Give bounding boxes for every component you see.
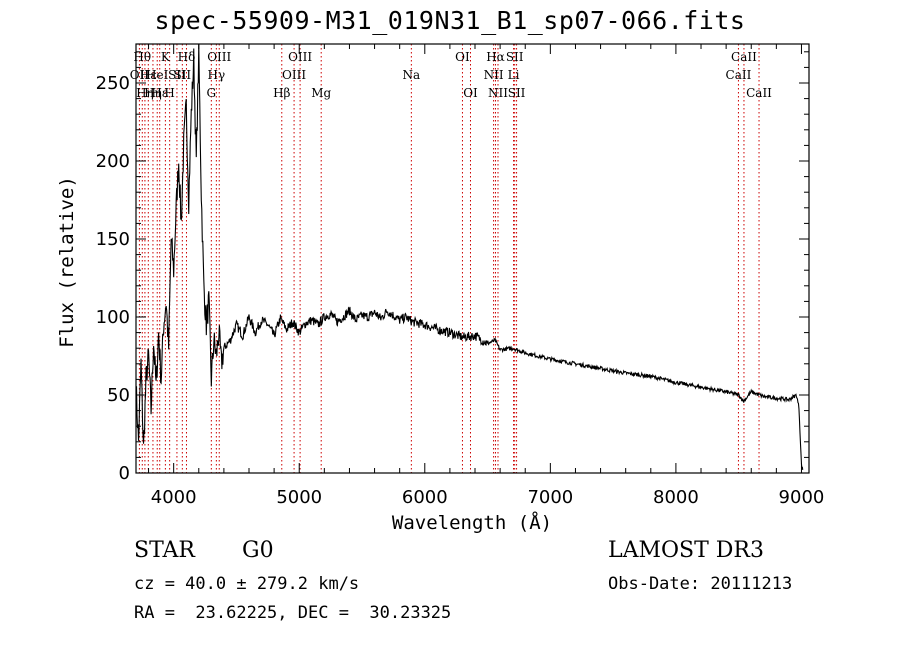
- line-label: OIII: [207, 50, 231, 64]
- line-label: Li: [508, 68, 520, 82]
- line-label: Hη: [144, 86, 162, 100]
- line-label: Hη: [136, 86, 154, 100]
- spectrum-plot: 4000 5000 6000 7000 8000 9000050100150200250 …: [56, 43, 825, 534]
- y-tick-label: 50: [107, 385, 130, 406]
- line-label: Hβ: [273, 86, 290, 100]
- spectrum-series: [135, 43, 804, 470]
- line-label: K: [161, 50, 171, 64]
- x-tick-label: 7000: [527, 487, 573, 508]
- ra-dec-text: RA = 23.62225, DEC = 30.23325: [134, 603, 452, 623]
- line-label: Hγ: [208, 68, 226, 82]
- line-label: Hδ: [178, 50, 196, 64]
- chart-title: spec-55909-M31_019N31_B1_sp07-066.fits: [154, 6, 746, 35]
- line-label: H: [164, 86, 174, 100]
- y-tick-label: 100: [96, 307, 130, 328]
- x-tick-label: 5000: [276, 487, 322, 508]
- line-label: Mg: [311, 86, 331, 100]
- y-tick-label: 150: [96, 229, 130, 250]
- line-label: SII: [173, 68, 191, 82]
- line-label: HeI: [146, 68, 169, 82]
- y-axis-label: Flux (relative): [56, 176, 78, 348]
- line-label: OI: [455, 50, 470, 64]
- line-label: OIII: [288, 50, 312, 64]
- line-label: CaII: [731, 50, 757, 64]
- line-label: Hε: [151, 86, 168, 100]
- line-label: OIII: [282, 68, 306, 82]
- x-tick-label: 6000: [402, 487, 448, 508]
- redshift-text: cz = 40.0 ± 279.2 km/s: [134, 574, 360, 594]
- plot-frame: [135, 43, 810, 474]
- y-tick-label: 200: [96, 151, 130, 172]
- line-label: OII: [130, 68, 150, 82]
- line-label: SII: [168, 68, 186, 82]
- x-tick-label: 9000: [779, 487, 825, 508]
- spectral-line-markers: [138, 44, 760, 473]
- axes: 4000 5000 6000 7000 8000 9000 0 50 100 150 200 250: [96, 43, 825, 508]
- line-label: SII: [506, 50, 524, 64]
- line-label: CaII: [746, 86, 772, 100]
- line-label: SII: [508, 86, 526, 100]
- x-tick-label: 4000: [151, 487, 197, 508]
- line-label: CaII: [726, 68, 752, 82]
- obs-date-text: Obs-Date: 20111213: [608, 574, 793, 594]
- object-class: STAR: [134, 538, 195, 563]
- x-axis-label: Wavelength (Å): [392, 511, 552, 534]
- line-label: NII: [488, 86, 508, 100]
- y-tick-label: 250: [96, 73, 130, 94]
- line-label: Hα: [486, 50, 505, 64]
- line-label: G: [207, 86, 217, 100]
- y-tick-label: 0: [119, 463, 130, 484]
- line-label: OI: [463, 86, 478, 100]
- line-labels: OIIHθHηHεHηHeIHεKHSIISIIHδGHγOIIIHβOIIIO…: [130, 50, 772, 100]
- survey-name: LAMOST DR3: [608, 538, 764, 563]
- line-label: Hθ: [133, 50, 151, 64]
- line-label: Na: [403, 68, 421, 82]
- x-tick-label: 8000: [653, 487, 699, 508]
- object-subclass: G0: [242, 538, 274, 563]
- spectrum-line: [135, 43, 804, 470]
- line-label: NII: [484, 68, 504, 82]
- line-label: Hε: [140, 68, 157, 82]
